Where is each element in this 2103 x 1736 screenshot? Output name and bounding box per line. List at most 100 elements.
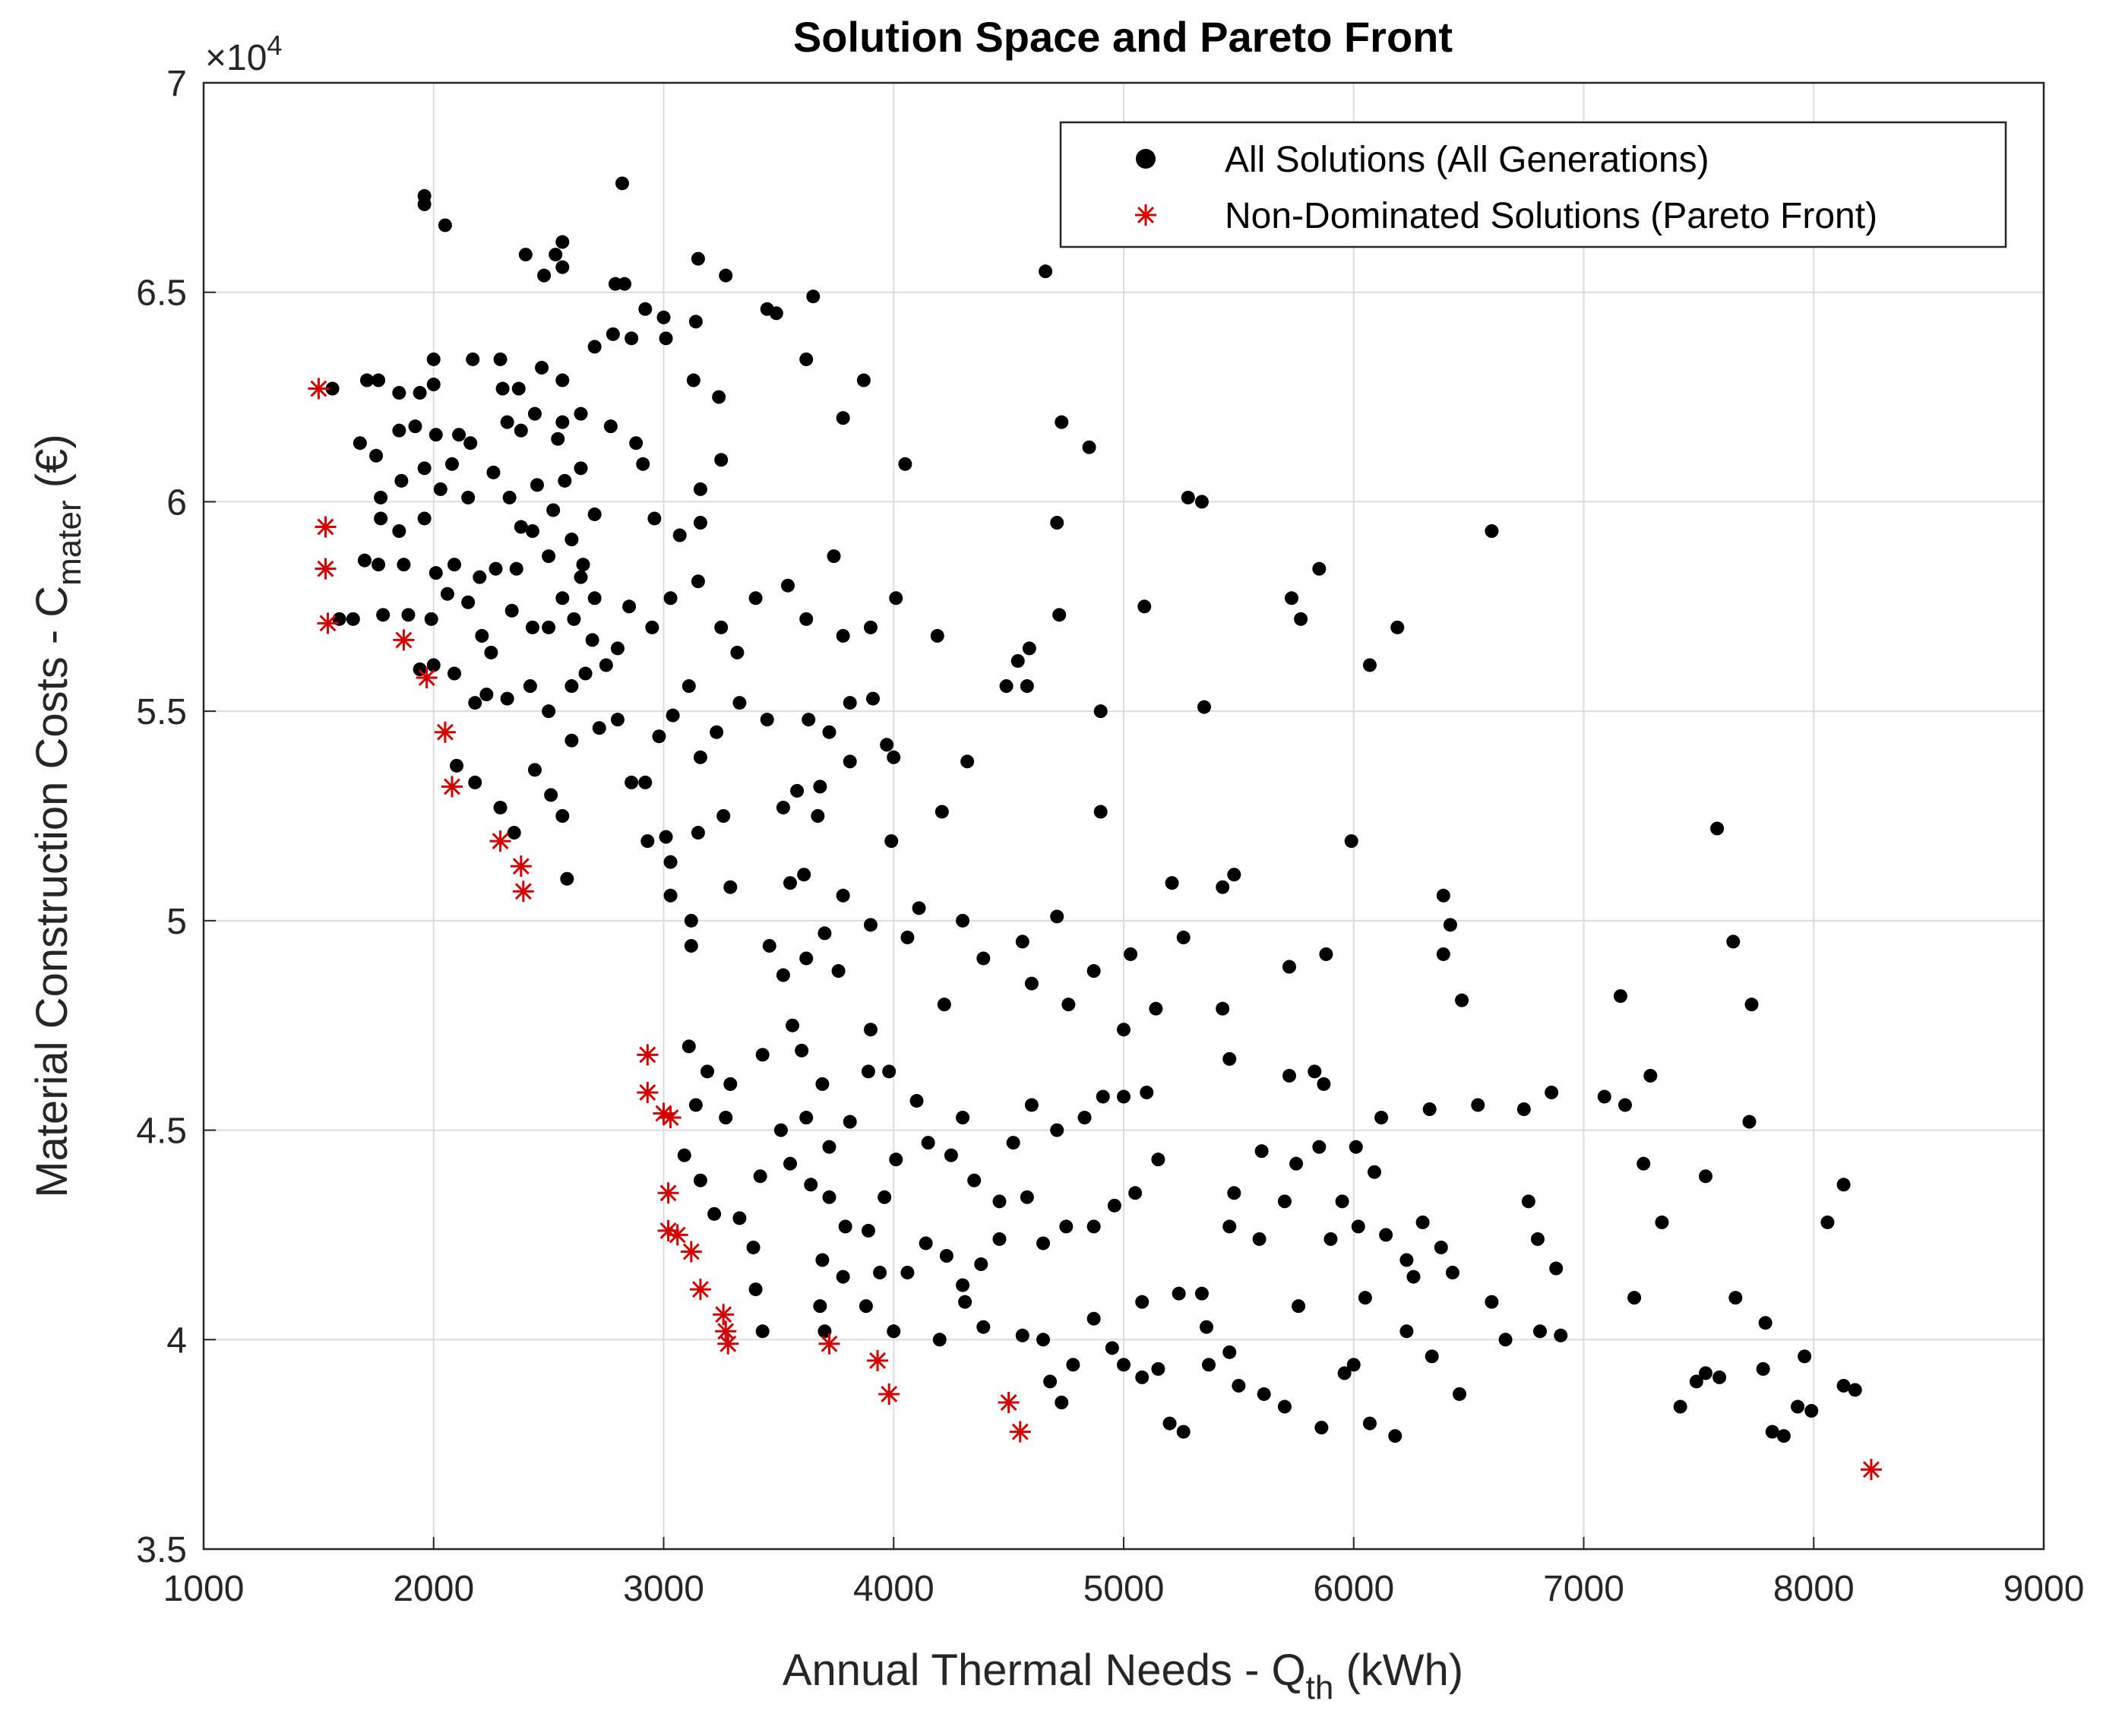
solution-point bbox=[636, 457, 650, 471]
solution-point bbox=[652, 729, 666, 744]
axes: 1000 2000 3000 4000 5000 6000 7000 8000 9000 3.5 4… bbox=[136, 64, 2084, 1609]
solution-point bbox=[1367, 1165, 1381, 1179]
solution-point bbox=[1388, 1429, 1403, 1444]
pareto-point bbox=[666, 1224, 688, 1246]
solution-point bbox=[760, 713, 774, 727]
solution-point bbox=[500, 415, 514, 429]
pareto-point bbox=[680, 1241, 702, 1263]
solution-point bbox=[1194, 495, 1209, 509]
solution-point bbox=[1485, 1295, 1499, 1309]
solution-point bbox=[1257, 1387, 1271, 1401]
solution-point bbox=[629, 436, 644, 451]
solution-point bbox=[691, 251, 705, 266]
y-multiplier-power: 4 bbox=[267, 30, 282, 61]
solution-point bbox=[836, 888, 850, 903]
solution-point bbox=[1292, 1299, 1306, 1314]
pareto-point bbox=[317, 612, 339, 634]
solution-point bbox=[1022, 641, 1036, 656]
solution-point bbox=[438, 218, 452, 232]
solution-point bbox=[663, 591, 678, 606]
solution-point bbox=[1758, 1316, 1773, 1330]
solution-point bbox=[625, 331, 639, 346]
solution-point bbox=[433, 482, 447, 496]
solution-point bbox=[1455, 993, 1469, 1007]
solution-point bbox=[523, 679, 537, 694]
solution-point bbox=[992, 1194, 1007, 1209]
solution-point bbox=[603, 419, 618, 434]
pareto-point bbox=[1009, 1421, 1031, 1443]
solution-point bbox=[1726, 934, 1741, 949]
x-tick-label: 4000 bbox=[853, 1569, 934, 1609]
solution-point bbox=[1516, 1102, 1531, 1116]
pareto-point bbox=[717, 1333, 739, 1355]
solution-point bbox=[1422, 1102, 1437, 1116]
solution-point bbox=[880, 738, 894, 752]
solution-point bbox=[748, 591, 763, 606]
solution-point bbox=[691, 574, 705, 589]
solution-point bbox=[1698, 1169, 1712, 1184]
solution-point bbox=[1086, 964, 1101, 979]
solution-point bbox=[811, 809, 825, 823]
y-tick-label: 5.5 bbox=[136, 692, 187, 732]
pareto-point bbox=[1860, 1459, 1882, 1481]
solution-point bbox=[878, 1190, 892, 1204]
solution-point bbox=[1362, 1416, 1377, 1431]
solution-point bbox=[638, 775, 653, 789]
solution-point bbox=[549, 248, 563, 262]
solution-point bbox=[813, 1299, 827, 1314]
solution-point bbox=[656, 310, 671, 324]
solution-point bbox=[1728, 1291, 1743, 1305]
solution-point bbox=[1222, 1051, 1237, 1066]
solution-point bbox=[452, 428, 466, 442]
solution-point bbox=[408, 419, 422, 434]
solution-point bbox=[939, 1249, 953, 1263]
solution-point bbox=[424, 612, 438, 626]
solution-point bbox=[473, 570, 487, 584]
solution-point bbox=[461, 490, 476, 504]
solution-point bbox=[1006, 1136, 1020, 1150]
solution-point bbox=[1077, 1111, 1092, 1125]
solution-point bbox=[748, 1282, 763, 1297]
solution-point bbox=[663, 888, 678, 903]
solution-point bbox=[542, 704, 556, 719]
solution-point bbox=[555, 373, 570, 387]
solution-point bbox=[776, 800, 790, 814]
solution-point bbox=[527, 763, 542, 777]
solution-point bbox=[1294, 612, 1308, 626]
solution-point bbox=[693, 1173, 707, 1187]
solution-point bbox=[1135, 1370, 1150, 1384]
solution-point bbox=[1289, 1156, 1304, 1171]
x-tick-label: 6000 bbox=[1313, 1569, 1394, 1609]
pareto-point bbox=[441, 776, 463, 798]
solution-point bbox=[873, 1266, 887, 1280]
solution-point bbox=[1836, 1178, 1851, 1192]
solution-point bbox=[659, 331, 673, 346]
solution-point bbox=[1232, 1378, 1246, 1393]
solution-point bbox=[856, 373, 871, 387]
solution-point bbox=[659, 830, 673, 844]
solution-point bbox=[817, 926, 832, 941]
solution-point bbox=[1308, 1064, 1322, 1079]
solution-point bbox=[372, 558, 386, 572]
solution-point bbox=[426, 378, 441, 392]
solution-point bbox=[1277, 1194, 1292, 1209]
solution-point bbox=[578, 666, 593, 681]
solution-point bbox=[843, 696, 857, 710]
solution-point bbox=[564, 733, 579, 748]
pareto-point bbox=[818, 1333, 840, 1355]
solution-point bbox=[625, 775, 639, 789]
solution-point bbox=[564, 679, 579, 694]
solution-point bbox=[900, 930, 915, 944]
pareto-point bbox=[510, 855, 532, 877]
solution-point bbox=[1176, 930, 1191, 944]
solution-point bbox=[932, 1333, 947, 1347]
solution-point bbox=[866, 691, 881, 706]
solution-point bbox=[1415, 1215, 1430, 1229]
solution-point bbox=[1712, 1370, 1727, 1384]
solution-point bbox=[374, 490, 388, 504]
solution-point bbox=[802, 713, 816, 727]
solution-point bbox=[719, 268, 733, 283]
solution-point bbox=[463, 436, 478, 451]
solution-point bbox=[1222, 1345, 1237, 1359]
solution-point bbox=[1498, 1333, 1513, 1347]
